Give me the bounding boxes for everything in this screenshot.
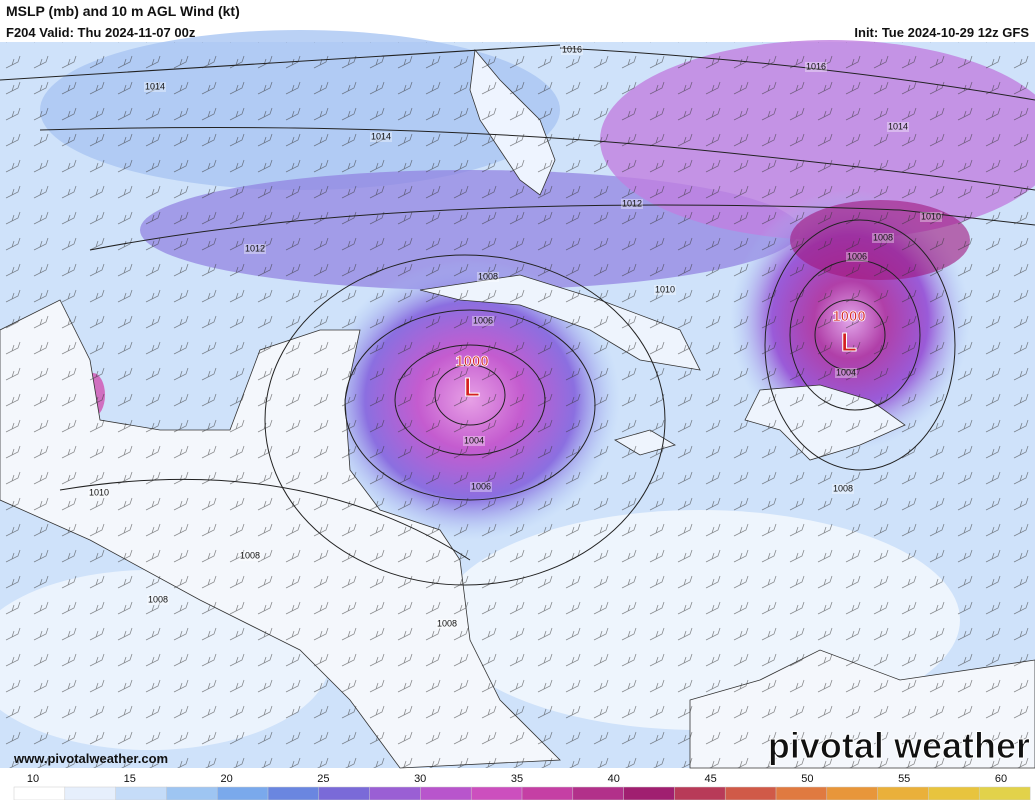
isobar-label: 1012 — [622, 198, 642, 208]
label-bg — [88, 488, 110, 498]
label-bg — [239, 551, 261, 561]
colorbar-label: 15 — [124, 773, 136, 785]
colorbar-swatch — [775, 786, 828, 800]
colorbar-swatch — [623, 786, 675, 800]
isobar-label: 1010 — [921, 211, 941, 221]
init-time: Init: Tue 2024-10-29 12z GFS — [854, 25, 1029, 40]
label-bg — [147, 595, 169, 605]
label-bg — [477, 272, 499, 282]
colorbar-swatch — [877, 786, 929, 800]
label-bg — [835, 368, 857, 378]
colorbar-swatch — [267, 786, 320, 800]
low-pressure: 1000 — [832, 308, 865, 325]
isobar-label: 1016 — [562, 44, 582, 54]
map-area — [0, 30, 1035, 769]
label-bg — [472, 316, 494, 326]
isobar-label: 1006 — [471, 481, 491, 491]
colorbar-label: 10 — [27, 773, 39, 785]
label-bg — [436, 619, 458, 629]
header: MSLP (mb) and 10 m AGL Wind (kt) F204 Va… — [6, 3, 1029, 40]
label-bg — [872, 233, 894, 243]
label-bg — [144, 82, 166, 92]
colorbar-swatch — [978, 786, 1031, 800]
label-bg — [463, 436, 485, 446]
colorbar-swatch — [674, 786, 726, 800]
logo: pivotal weather — [768, 725, 1030, 766]
isobar-label: 1010 — [89, 487, 109, 497]
label-bg — [920, 212, 942, 222]
isobar-label: 1004 — [464, 435, 484, 445]
colorbar-swatch — [826, 786, 879, 800]
title: MSLP (mb) and 10 m AGL Wind (kt) — [6, 3, 240, 19]
colorbar-label: 20 — [220, 773, 232, 785]
label-bg — [805, 62, 827, 72]
colorbar-swatch — [166, 786, 218, 800]
colorbar-label: 50 — [801, 773, 813, 785]
isobar-label: 1008 — [240, 550, 260, 560]
low-centers: 1000 L 1000 L — [455, 308, 866, 403]
colorbar-label: 30 — [414, 773, 426, 785]
isobar-labels: 1016 1016 1014 1014 1014 1012 1012 1010 1010 1010… — [88, 44, 942, 629]
label-bg — [621, 199, 643, 209]
colorbar-swatch — [724, 786, 777, 800]
isobar-label: 1014 — [371, 131, 391, 141]
colorbar-swatch — [928, 786, 980, 800]
low-symbol: L — [464, 372, 480, 402]
isobar-label: 1014 — [888, 121, 908, 131]
colorbar-swatch — [369, 786, 421, 800]
low-pressure: 1000 — [455, 353, 488, 370]
label-bg — [561, 45, 583, 55]
label-bg — [887, 122, 909, 132]
isobar-label: 1006 — [473, 315, 493, 325]
colorbar-label: 25 — [317, 773, 329, 785]
isobar-label: 1012 — [245, 243, 265, 253]
website: www.pivotalweather.com — [13, 751, 168, 766]
valid-time: F204 Valid: Thu 2024-11-07 00z — [6, 25, 196, 40]
isobar-label: 1004 — [836, 367, 856, 377]
isobar-label: 1008 — [833, 483, 853, 493]
isobar-label: 1008 — [478, 271, 498, 281]
isobar-label: 1008 — [873, 232, 893, 242]
label-bg — [832, 484, 854, 494]
colorbar-label: 40 — [608, 773, 620, 785]
low-symbol: L — [841, 327, 857, 357]
label-bg — [654, 285, 676, 295]
colorbar-swatch — [318, 786, 371, 800]
colorbar-swatch — [216, 786, 269, 800]
isobar-label: 1016 — [806, 61, 826, 71]
label-bg — [244, 244, 266, 254]
label-bg — [846, 252, 868, 262]
colorbar: 10 15 20 25 30 35 40 45 50 55 60 — [13, 773, 1031, 800]
colorbar-swatch — [13, 786, 66, 800]
isobar-label: 1010 — [655, 284, 675, 294]
colorbar-label: 35 — [511, 773, 523, 785]
isobar-label: 1014 — [145, 81, 165, 91]
isobar-label: 1008 — [437, 618, 457, 628]
colorbar-label: 55 — [898, 773, 910, 785]
colorbar-swatch — [420, 786, 472, 800]
colorbar-label: 60 — [995, 773, 1007, 785]
label-bg — [470, 482, 492, 492]
colorbar-label: 45 — [704, 773, 716, 785]
colorbar-swatch — [115, 786, 167, 800]
colorbar-swatch — [470, 786, 523, 800]
colorbar-swatch — [572, 786, 625, 800]
label-bg — [370, 132, 392, 142]
isobar-label: 1008 — [148, 594, 168, 604]
isobar-label: 1006 — [847, 251, 867, 261]
colorbar-swatch — [64, 786, 117, 800]
colorbar-swatch — [521, 786, 574, 800]
